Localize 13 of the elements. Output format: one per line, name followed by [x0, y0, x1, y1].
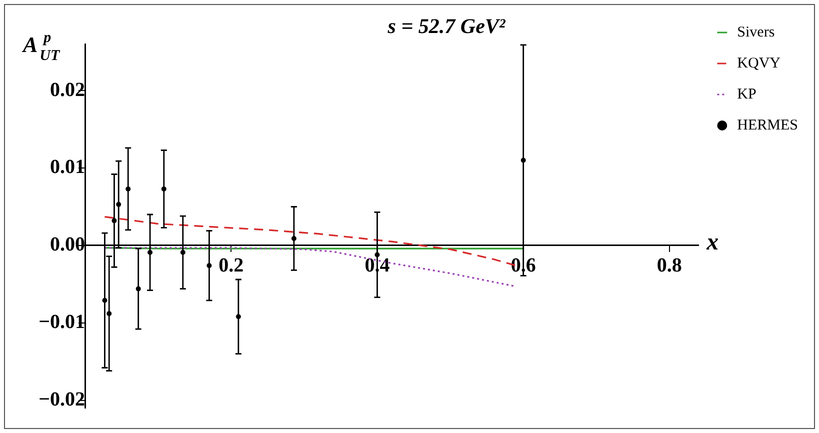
x-tick-label: 0.8 [656, 254, 682, 277]
x-axis-title: x [706, 230, 719, 256]
y-tick-label: −0.02 [38, 388, 85, 410]
legend-label: HERMES [737, 117, 798, 134]
legend-label: KP [737, 86, 756, 102]
y-tick-label: 0.00 [50, 234, 85, 256]
y-tick-label: −0.01 [38, 311, 85, 334]
y-tick-label: 0.02 [50, 78, 85, 101]
chart-title: s = 52.7 GeV² [386, 14, 506, 38]
legend-label: Sivers [737, 24, 775, 40]
y-tick-label: 0.01 [50, 156, 85, 178]
legend-label: KQVY [737, 55, 781, 72]
x-tick-label: 0.2 [218, 254, 244, 277]
